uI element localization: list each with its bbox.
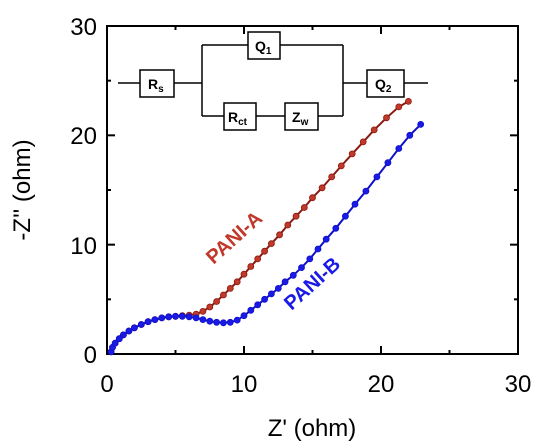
data-point-pani-a — [359, 138, 367, 146]
data-point-pani-b — [332, 224, 340, 232]
data-point-pani-a — [370, 126, 378, 134]
data-point-pani-a — [199, 307, 207, 315]
x-tick-labels: 0 10 20 30 — [100, 371, 531, 398]
data-point-pani-b — [306, 255, 314, 263]
data-point-pani-a — [328, 173, 336, 181]
data-point-pani-a — [337, 162, 345, 170]
pani-b-label: PANI-B — [280, 253, 345, 314]
data-point-pani-b — [111, 339, 119, 347]
series-pani-b — [107, 121, 425, 356]
circuit-labels: Rs Q1 Rct Zw Q2 — [148, 38, 392, 128]
axis-ticks — [106, 25, 519, 355]
data-point-pani-b — [192, 314, 200, 322]
x-tick-label: 30 — [505, 371, 532, 398]
data-point-pani-b — [137, 321, 145, 328]
data-point-pani-b — [298, 264, 305, 272]
y-tick-labels: 0 10 20 30 — [70, 14, 97, 369]
data-point-pani-a — [261, 247, 269, 255]
data-point-pani-a — [404, 98, 412, 105]
data-point-pani-b — [417, 121, 425, 128]
data-point-pani-b — [213, 318, 221, 326]
data-point-pani-b — [172, 312, 179, 320]
data-point-pani-b — [395, 145, 403, 152]
data-point-pani-b — [289, 271, 297, 279]
data-point-pani-a — [318, 184, 326, 192]
data-point-pani-b — [384, 159, 392, 167]
data-point-pani-a — [206, 303, 214, 311]
data-point-pani-b — [199, 316, 207, 324]
data-point-pani-b — [226, 318, 234, 326]
data-point-pani-b — [125, 327, 133, 335]
circuit-element-q1 — [247, 31, 281, 60]
data-point-pani-b — [406, 131, 414, 139]
data-point-pani-b — [322, 235, 330, 243]
data-point-pani-b — [274, 284, 282, 292]
data-point-pani-a — [300, 204, 308, 211]
data-point-pani-a — [284, 221, 292, 229]
x-axis-label: Z' (ohm) — [268, 415, 357, 442]
data-point-pani-a — [309, 194, 316, 202]
data-point-pani-b — [254, 301, 262, 309]
data-point-pani-a — [276, 231, 284, 239]
y-axis-label: -Z'' (ohm) — [9, 139, 36, 240]
x-tick-label: 10 — [231, 371, 258, 398]
rct-label: Rct — [228, 109, 248, 128]
circuit-element-q2 — [366, 69, 405, 98]
data-point-pani-a — [219, 291, 227, 299]
data-point-pani-b — [158, 314, 166, 322]
data-point-pani-a — [254, 255, 262, 263]
series-layer — [107, 98, 425, 356]
data-point-pani-a — [267, 240, 275, 248]
y-tick-label: 20 — [70, 123, 97, 150]
data-point-pani-b — [144, 318, 152, 326]
equivalent-circuit-inset — [118, 31, 428, 131]
data-point-pani-b — [151, 316, 159, 324]
data-point-pani-b — [219, 319, 227, 327]
circuit-element-rs — [139, 69, 175, 98]
data-point-pani-b — [233, 316, 241, 324]
data-point-pani-b — [240, 312, 248, 320]
x-tick-label: 0 — [100, 371, 113, 398]
zw-label: Zw — [292, 109, 309, 128]
data-point-pani-a — [226, 284, 234, 292]
data-point-pani-b — [314, 245, 322, 253]
data-point-pani-a — [240, 270, 248, 278]
circuit-element-zw — [284, 102, 319, 131]
data-point-pani-b — [206, 317, 214, 325]
data-point-pani-a — [247, 263, 255, 270]
data-point-pani-a — [395, 103, 403, 111]
data-point-pani-b — [130, 324, 138, 332]
data-point-pani-a — [348, 150, 356, 158]
data-point-pani-b — [362, 187, 370, 195]
data-point-pani-a — [383, 114, 390, 122]
data-point-pani-b — [373, 173, 381, 181]
x-tick-label: 20 — [368, 371, 395, 398]
data-point-pani-b — [185, 313, 193, 321]
data-point-pani-b — [267, 290, 275, 298]
data-point-pani-b — [115, 335, 123, 343]
q1-label: Q1 — [255, 38, 272, 57]
data-point-pani-b — [165, 313, 173, 321]
y-tick-label: 30 — [70, 14, 97, 41]
data-point-pani-b — [120, 331, 127, 339]
data-point-pani-b — [178, 312, 186, 320]
data-point-pani-b — [351, 200, 359, 208]
data-point-pani-a — [233, 278, 241, 286]
data-point-pani-a — [213, 298, 221, 305]
data-point-pani-b — [247, 306, 255, 314]
rs-label: Rs — [148, 76, 164, 95]
data-point-pani-b — [281, 278, 289, 286]
y-tick-label: 10 — [70, 233, 97, 260]
circuit-element-rct — [223, 102, 257, 131]
data-point-pani-a — [292, 212, 300, 220]
q2-label: Q2 — [375, 76, 392, 95]
data-point-pani-b — [341, 212, 349, 220]
y-tick-label: 0 — [84, 342, 97, 369]
data-point-pani-b — [261, 295, 269, 303]
